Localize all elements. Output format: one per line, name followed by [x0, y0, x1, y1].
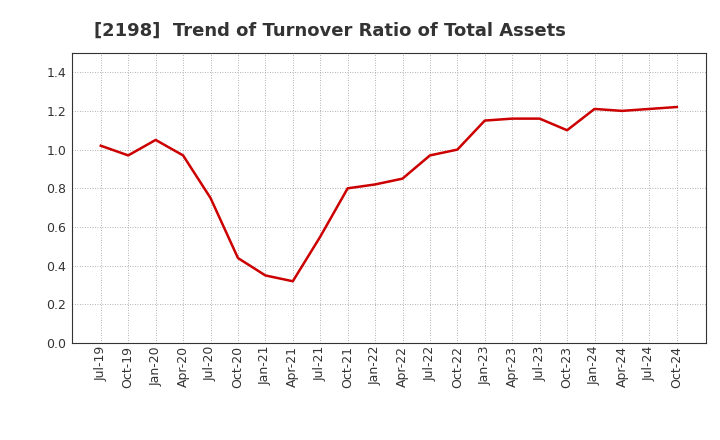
Text: [2198]  Trend of Turnover Ratio of Total Assets: [2198] Trend of Turnover Ratio of Total …	[94, 22, 565, 40]
